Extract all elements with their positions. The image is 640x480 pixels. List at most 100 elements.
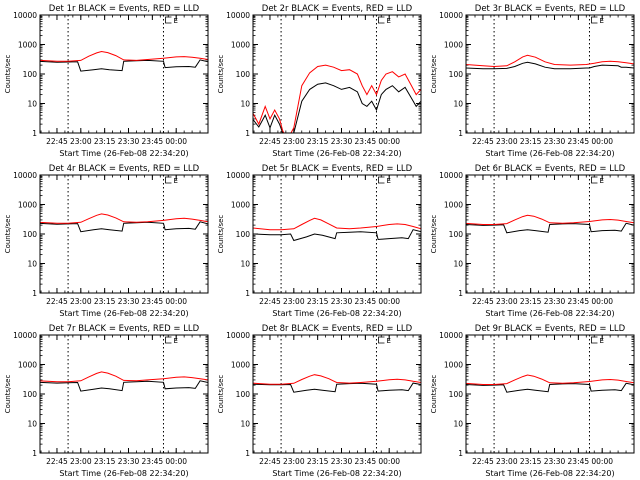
x-tick-label: 00:00 xyxy=(165,297,187,306)
x-tick-label: 23:15 xyxy=(520,297,542,306)
series-group xyxy=(466,374,634,393)
y-tick-label: 1 xyxy=(245,449,250,458)
y-tick-label: 10000 xyxy=(13,331,37,340)
panel-title: Det 8r BLACK = Events, RED = LLD xyxy=(262,324,413,334)
y-tick-label: 1000 xyxy=(444,361,463,370)
y-tick-label: 10 xyxy=(240,100,250,109)
y-tick-label: 100 xyxy=(449,390,464,399)
series-group xyxy=(253,64,421,133)
y-tick-label: 1000 xyxy=(231,201,250,210)
x-tick-label: 23:15 xyxy=(94,457,116,466)
events-series-line xyxy=(466,382,634,393)
y-tick-label: 100 xyxy=(23,70,38,79)
plot-frame xyxy=(39,174,209,294)
series-group xyxy=(40,50,208,72)
panel-title: Det 6r BLACK = Events, RED = LLD xyxy=(475,164,626,174)
x-tick-label: 22:45 xyxy=(472,137,494,146)
x-tick-label: 23:15 xyxy=(94,297,116,306)
panel-det-8: Det 8r BLACK = Events, RED = LLD Counts/s… xyxy=(217,324,422,478)
marker-label: E xyxy=(599,337,603,345)
y-tick-label: 10000 xyxy=(226,171,250,180)
plot-frame xyxy=(465,174,635,294)
y-tick-label: 1000 xyxy=(444,41,463,50)
panel-det-4: Det 4r BLACK = Events, RED = LLD Counts/s… xyxy=(4,164,209,318)
y-tick-label: 1000 xyxy=(231,41,250,50)
x-tick-label: 23:30 xyxy=(331,297,353,306)
y-tick-label: 1000 xyxy=(18,41,37,50)
marker-label: E xyxy=(386,177,390,185)
events-series-line xyxy=(253,382,421,393)
x-axis-label: Start Time (26-Feb-08 22:34:20) xyxy=(59,309,188,318)
events-series-line xyxy=(40,59,208,72)
y-tick-label: 10000 xyxy=(13,11,37,20)
panel-title: Det 4r BLACK = Events, RED = LLD xyxy=(49,164,200,174)
x-tick-label: 23:00 xyxy=(283,137,305,146)
y-tick-label: 100 xyxy=(23,230,38,239)
marker-label: E xyxy=(173,177,177,185)
panel-title: Det 2r BLACK = Events, RED = LLD xyxy=(262,4,413,14)
y-tick-label: 100 xyxy=(449,70,464,79)
x-tick-label: 23:15 xyxy=(94,137,116,146)
x-tick-label: 23:15 xyxy=(307,297,329,306)
x-tick-label: 23:15 xyxy=(520,457,542,466)
x-tick-label: 23:45 xyxy=(355,137,377,146)
plot-frame xyxy=(252,334,422,454)
x-tick-label: 22:45 xyxy=(46,457,68,466)
marker-label: E xyxy=(386,17,390,25)
x-tick-label: 22:45 xyxy=(472,457,494,466)
events-series-line xyxy=(466,61,634,70)
marker-label: E xyxy=(386,337,390,345)
lld-series-line xyxy=(466,214,634,225)
x-tick-label: 00:00 xyxy=(378,297,400,306)
y-axis-label: Counts/sec xyxy=(4,55,12,94)
y-tick-label: 10000 xyxy=(226,331,250,340)
plot-frame xyxy=(252,14,422,134)
x-axis-label: Start Time (26-Feb-08 22:34:20) xyxy=(485,309,614,318)
marker-label: E xyxy=(173,17,177,25)
marker-bracket xyxy=(165,16,172,24)
panel-det-6: Det 6r BLACK = Events, RED = LLD Counts/s… xyxy=(430,164,635,318)
y-tick-label: 100 xyxy=(236,230,251,239)
events-series-line xyxy=(40,380,208,392)
events-series-line xyxy=(466,222,634,234)
y-axis-label: Counts/sec xyxy=(430,215,438,254)
y-tick-label: 10000 xyxy=(439,171,463,180)
y-tick-label: 1 xyxy=(245,289,250,298)
panel-det-1: Det 1r BLACK = Events, RED = LLD Counts/s… xyxy=(4,4,209,158)
x-tick-label: 23:00 xyxy=(70,137,92,146)
y-axis-label: Counts/sec xyxy=(430,375,438,414)
y-axis-label: Counts/sec xyxy=(217,55,225,94)
x-tick-label: 23:30 xyxy=(331,137,353,146)
x-tick-label: 23:15 xyxy=(307,137,329,146)
x-tick-label: 23:45 xyxy=(355,457,377,466)
marker-bracket xyxy=(165,176,172,184)
panel-title: Det 5r BLACK = Events, RED = LLD xyxy=(262,164,413,174)
plot-frame xyxy=(39,14,209,134)
x-tick-label: 22:45 xyxy=(46,137,68,146)
x-tick-label: 23:30 xyxy=(118,297,140,306)
x-tick-label: 23:45 xyxy=(568,137,590,146)
y-tick-label: 10 xyxy=(27,260,37,269)
y-tick-label: 1000 xyxy=(18,201,37,210)
x-tick-label: 00:00 xyxy=(591,297,613,306)
x-tick-label: 23:30 xyxy=(331,457,353,466)
x-tick-label: 23:45 xyxy=(568,297,590,306)
y-tick-label: 100 xyxy=(236,390,251,399)
lld-series-line xyxy=(253,374,421,385)
x-tick-label: 23:30 xyxy=(118,457,140,466)
series-group xyxy=(253,217,421,242)
y-tick-label: 100 xyxy=(23,390,38,399)
y-tick-label: 10000 xyxy=(13,171,37,180)
x-tick-label: 23:45 xyxy=(355,297,377,306)
lld-series-line xyxy=(466,54,634,68)
x-tick-label: 23:00 xyxy=(283,297,305,306)
lld-series-line xyxy=(40,50,208,62)
panel-det-3: Det 3r BLACK = Events, RED = LLD Counts/s… xyxy=(430,4,635,158)
x-tick-label: 23:00 xyxy=(496,457,518,466)
plot-frame xyxy=(465,334,635,454)
x-tick-label: 22:45 xyxy=(259,297,281,306)
x-tick-label: 22:45 xyxy=(472,297,494,306)
y-tick-label: 1000 xyxy=(231,361,250,370)
